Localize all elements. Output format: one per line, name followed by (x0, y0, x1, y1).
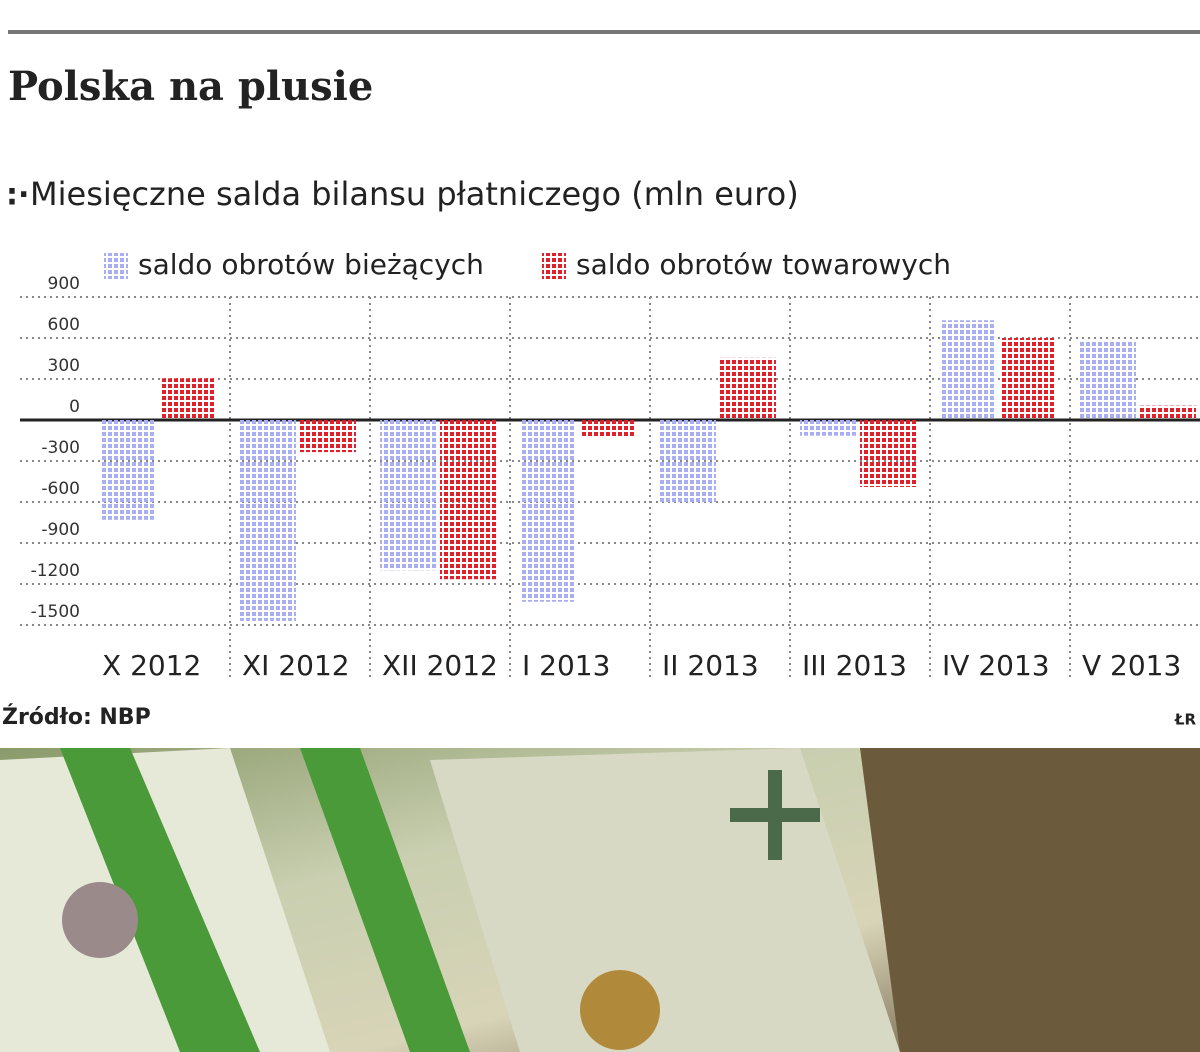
bar (300, 420, 356, 453)
bar (940, 320, 996, 420)
y-tick-label: 600 (48, 315, 80, 335)
legend-label: saldo obrotów bieżących (138, 248, 484, 281)
bar (240, 420, 296, 621)
y-tick-label: 300 (48, 356, 80, 376)
bar (720, 357, 776, 420)
x-tick-label: III 2013 (802, 649, 907, 682)
bar (1000, 338, 1056, 420)
bar (520, 420, 576, 602)
legend-swatch (542, 253, 566, 279)
bar (800, 420, 856, 436)
bar (160, 378, 216, 420)
y-tick-label: -300 (41, 438, 80, 458)
chart-title: Polska na plusie (8, 63, 373, 110)
x-tick-label: X 2012 (102, 649, 201, 682)
y-tick-label: -600 (41, 479, 80, 499)
bar (1080, 340, 1136, 420)
source: Źródło: NBP (2, 704, 151, 730)
y-tick-label: -1500 (31, 602, 80, 622)
bar (440, 420, 496, 580)
x-tick-label: XI 2012 (242, 649, 350, 682)
chart-subtitle: Miesięczne salda bilansu płatniczego (ml… (30, 175, 799, 213)
bar (860, 420, 916, 487)
y-tick-label: 900 (48, 274, 80, 294)
legend-swatch (104, 253, 128, 279)
x-tick-label: I 2013 (522, 649, 610, 682)
y-tick-label: -1200 (31, 561, 80, 581)
x-tick-label: II 2013 (662, 649, 759, 682)
y-tick-label: -900 (41, 520, 80, 540)
bar (1140, 405, 1196, 420)
bar (580, 420, 636, 438)
bar (100, 420, 156, 520)
photo (0, 748, 1200, 1052)
y-tick-label: 0 (69, 397, 80, 417)
bar (380, 420, 436, 571)
legend-label: saldo obrotów towarowych (576, 248, 951, 281)
x-tick-label: XII 2012 (382, 649, 498, 682)
credit: ŁR (1174, 711, 1197, 729)
x-tick-label: IV 2013 (942, 649, 1050, 682)
x-tick-label: V 2013 (1082, 649, 1181, 682)
subtitle-marker: :· (6, 178, 29, 213)
bar (660, 420, 716, 502)
